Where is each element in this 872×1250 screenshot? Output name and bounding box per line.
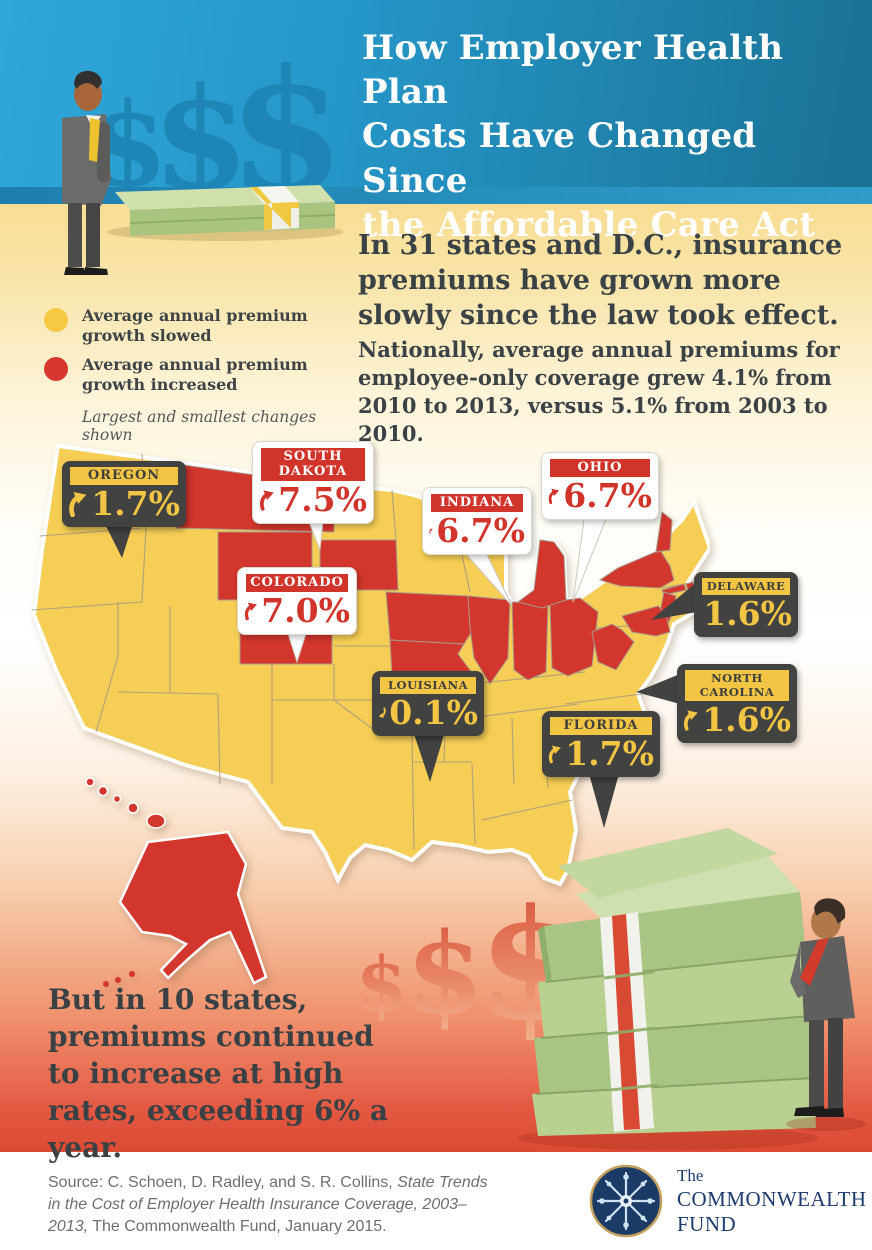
callout-louisiana: LOUISIANA 0.1% xyxy=(372,671,484,736)
source-regular: The Commonwealth Fund, January 2015. xyxy=(88,1218,387,1236)
legend-dot-yellow-icon xyxy=(44,308,68,332)
title-line-1: How Employer Health Plan xyxy=(362,28,784,113)
intro-heading: In 31 states and D.C., insurance premium… xyxy=(358,230,843,332)
state-value: 0.1% xyxy=(389,693,478,732)
state-indiana xyxy=(511,601,549,681)
logo-line-the: The xyxy=(677,1165,704,1185)
state-new-hampshire xyxy=(655,511,673,553)
up-arrow-icon xyxy=(683,709,698,731)
callout-colorado: COLORADO 7.0% xyxy=(237,567,357,635)
state-west-virginia xyxy=(591,623,635,671)
state-name: DELAWARE xyxy=(702,578,790,595)
state-value: 7.5% xyxy=(278,480,367,519)
state-value: 1.7% xyxy=(565,734,654,773)
legend-dot-red-icon xyxy=(44,357,68,382)
logo-line-commonwealth: COMMONWEALTH xyxy=(677,1186,867,1211)
state-name: LOUISIANA xyxy=(380,677,476,694)
intro-body: Nationally, average annual premiums for … xyxy=(358,337,840,446)
state-value: 1.7% xyxy=(91,484,180,523)
callout-ohio: OHIO 6.7% xyxy=(541,452,659,520)
up-arrow-icon xyxy=(244,602,257,620)
callout-florida: FLORIDA 1.7% xyxy=(542,711,660,777)
commonwealth-fund-logo: The COMMONWEALTH FUND xyxy=(588,1163,867,1239)
legend: Average annual premium growth slowed Ave… xyxy=(44,306,344,444)
source-italic: State Trends in the Cost of Employer Hea… xyxy=(48,1174,488,1236)
source-regular: Source: C. Schoen, D. Radley, and S. R. … xyxy=(48,1174,398,1191)
state-ohio xyxy=(549,597,599,677)
state-value: 6.7% xyxy=(436,511,525,550)
state-value: 1.6% xyxy=(703,594,792,633)
commonwealth-fund-logo-icon xyxy=(589,1164,663,1238)
state-name: INDIANA xyxy=(431,494,523,512)
callout-delaware: DELAWARE 1.6% xyxy=(694,572,798,637)
header-background xyxy=(0,0,872,204)
state-value: 6.7% xyxy=(563,476,652,515)
footer-background xyxy=(0,1152,872,1250)
callout-oregon: OREGON 1.7% xyxy=(62,461,186,527)
infographic-title: How Employer Health Plan Costs Have Chan… xyxy=(362,26,867,247)
state-value: 1.6% xyxy=(702,700,791,739)
conclusion-text: But in 10 states, premiums continued to … xyxy=(48,983,388,1164)
legend-note: Largest and smallest changes shown xyxy=(82,408,317,445)
up-arrow-icon xyxy=(259,489,274,511)
state-new-york xyxy=(598,549,675,589)
callout-south-dakota: SOUTH DAKOTA 7.5% xyxy=(252,441,374,524)
title-line-3: the Affordable Care Act xyxy=(362,204,816,245)
state-iowa xyxy=(385,591,475,645)
legend-item-increased: Average annual premium growth increased xyxy=(44,355,344,394)
state-value: 7.0% xyxy=(261,591,350,630)
logo-line-fund: FUND xyxy=(677,1211,737,1236)
up-arrow-icon xyxy=(429,528,433,534)
title-line-2: Costs Have Changed Since xyxy=(362,116,757,201)
state-name: OHIO xyxy=(550,459,650,477)
callout-north-carolina: NORTH CAROLINA 1.6% xyxy=(677,664,797,743)
up-arrow-icon xyxy=(548,488,560,504)
state-alaska xyxy=(118,830,268,985)
down-arrow-icon xyxy=(378,707,386,718)
up-arrow-icon xyxy=(69,491,87,517)
state-name: FLORIDA xyxy=(550,717,652,735)
state-michigan xyxy=(516,539,567,609)
state-hawaii xyxy=(85,777,166,829)
state-name: COLORADO xyxy=(246,574,348,592)
commonwealth-fund-logo-text: The COMMONWEALTH FUND xyxy=(677,1166,867,1237)
source-citation: Source: C. Schoen, D. Radley, and S. R. … xyxy=(48,1172,488,1238)
legend-label: Average annual premium growth increased xyxy=(82,355,308,394)
state-name: SOUTH DAKOTA xyxy=(261,448,365,481)
legend-label: Average annual premium growth slowed xyxy=(82,306,308,345)
callout-indiana: INDIANA 6.7% xyxy=(422,487,532,555)
state-name: OREGON xyxy=(70,467,178,485)
state-name: NORTH CAROLINA xyxy=(685,670,789,701)
up-arrow-icon xyxy=(548,745,561,763)
legend-item-slowed: Average annual premium growth slowed xyxy=(44,306,344,345)
